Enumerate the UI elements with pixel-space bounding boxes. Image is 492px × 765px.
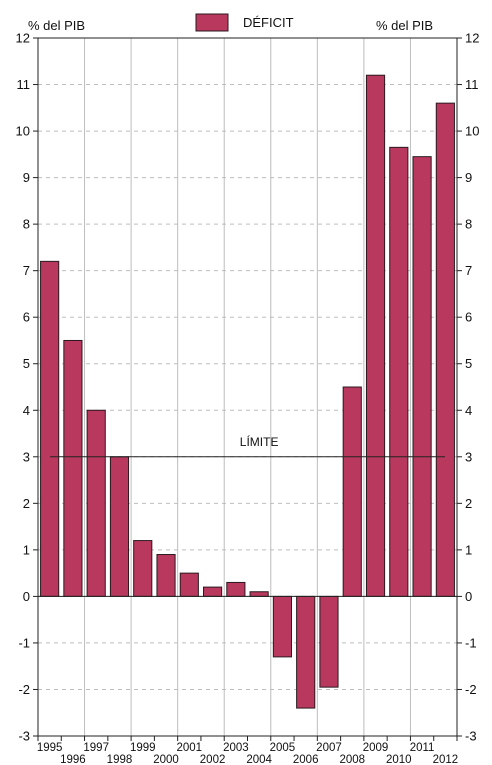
bar-1996	[63, 339, 83, 597]
x-tick-label-1998: 1998	[107, 754, 133, 765]
y-tick-label-right: 10	[465, 124, 479, 139]
y-tick-label-right: 1	[465, 542, 472, 557]
y-tick-label-right: 2	[465, 496, 472, 511]
y-tick-label-right: 9	[465, 170, 472, 185]
y-tick-label-left: 11	[17, 77, 31, 92]
bar-2007	[319, 595, 339, 688]
y-tick-label-left: 4	[23, 403, 30, 418]
legend-label: DÉFICIT	[243, 15, 294, 30]
x-tick-label-1996: 1996	[60, 754, 86, 765]
x-tick-label-2001: 2001	[177, 742, 203, 754]
bar-1998	[109, 456, 130, 597]
axes	[33, 37, 462, 741]
bars	[40, 74, 455, 709]
y-axis-label-right: % del PIB	[376, 18, 433, 33]
y-tick-label-right: 8	[465, 217, 472, 232]
x-tick-label-2004: 2004	[246, 754, 272, 765]
y-tick-label-right: -3	[465, 729, 477, 744]
y-tick-label-left: 10	[16, 124, 30, 139]
y-tick-label-left: -1	[18, 635, 30, 650]
y-tick-label-right: -1	[465, 635, 477, 650]
x-tick-label-2012: 2012	[433, 754, 459, 765]
y-tick-label-left: 2	[23, 496, 30, 511]
x-tick-label-2010: 2010	[386, 754, 412, 765]
gridlines	[38, 38, 457, 736]
x-tick-label-1997: 1997	[83, 742, 109, 754]
bar-2004	[249, 591, 269, 597]
x-tick-label-2011: 2011	[410, 742, 435, 754]
limit-line-group: LÍMITE	[50, 434, 445, 458]
y-tick-label-right: 3	[465, 449, 472, 464]
x-tick-label-2002: 2002	[200, 754, 226, 765]
bar-2001	[179, 572, 199, 597]
y-tick-label-left: 7	[23, 263, 30, 278]
y-tick-label-left: 12	[16, 31, 30, 46]
limit-label: LÍMITE	[240, 434, 279, 449]
y-tick-label-left: -2	[18, 682, 30, 697]
y-tick-label-right: -2	[465, 682, 477, 697]
y-tick-label-right: 0	[465, 589, 472, 604]
y-tick-label-right: 6	[465, 310, 472, 325]
bar-2006	[296, 595, 316, 709]
y-axis-label-left: % del PIB	[28, 18, 85, 33]
x-tick-label-2000: 2000	[153, 754, 179, 765]
x-tick-label-1995: 1995	[37, 742, 63, 754]
x-ticks: 1995199619971998199920002001200220032004…	[37, 742, 458, 765]
y-tick-label-right: 12	[465, 31, 479, 46]
bar-2011	[412, 156, 432, 597]
bar-1997	[86, 409, 106, 597]
bar-2002	[203, 586, 223, 597]
y-tick-label-left: 8	[23, 217, 30, 232]
y-tick-label-right: 7	[465, 263, 472, 278]
x-tick-label-2005: 2005	[270, 742, 296, 754]
x-tick-label-2009: 2009	[363, 742, 389, 754]
y-tick-label-left: 1	[23, 542, 30, 557]
y-tick-label-left: 5	[23, 356, 30, 371]
x-tick-label-2008: 2008	[339, 754, 365, 765]
y-tick-label-left: 9	[23, 170, 30, 185]
x-tick-label-2007: 2007	[316, 742, 342, 754]
legend: DÉFICIT	[195, 13, 294, 32]
bar-2000	[156, 554, 176, 597]
x-tick-label-2003: 2003	[223, 742, 249, 754]
y-tick-label-left: 3	[23, 449, 30, 464]
bar-2005	[272, 595, 292, 658]
y-tick-label-left: 0	[23, 589, 30, 604]
y-tick-label-left: -3	[18, 729, 30, 744]
legend-swatch	[195, 13, 229, 32]
bar-2010	[389, 146, 409, 597]
bar-2003	[226, 581, 246, 597]
y-tick-label-right: 11	[465, 77, 479, 92]
bar-2009	[365, 74, 386, 597]
y-tick-label-left: 6	[23, 310, 30, 325]
bar-2008	[342, 386, 362, 597]
bar-1995	[40, 260, 60, 597]
bar-2012	[435, 102, 455, 597]
x-tick-label-2006: 2006	[293, 754, 319, 765]
y-tick-label-right: 5	[465, 356, 472, 371]
y-tick-label-right: 4	[465, 403, 472, 418]
x-tick-label-1999: 1999	[130, 742, 156, 754]
bar-1999	[133, 540, 153, 597]
